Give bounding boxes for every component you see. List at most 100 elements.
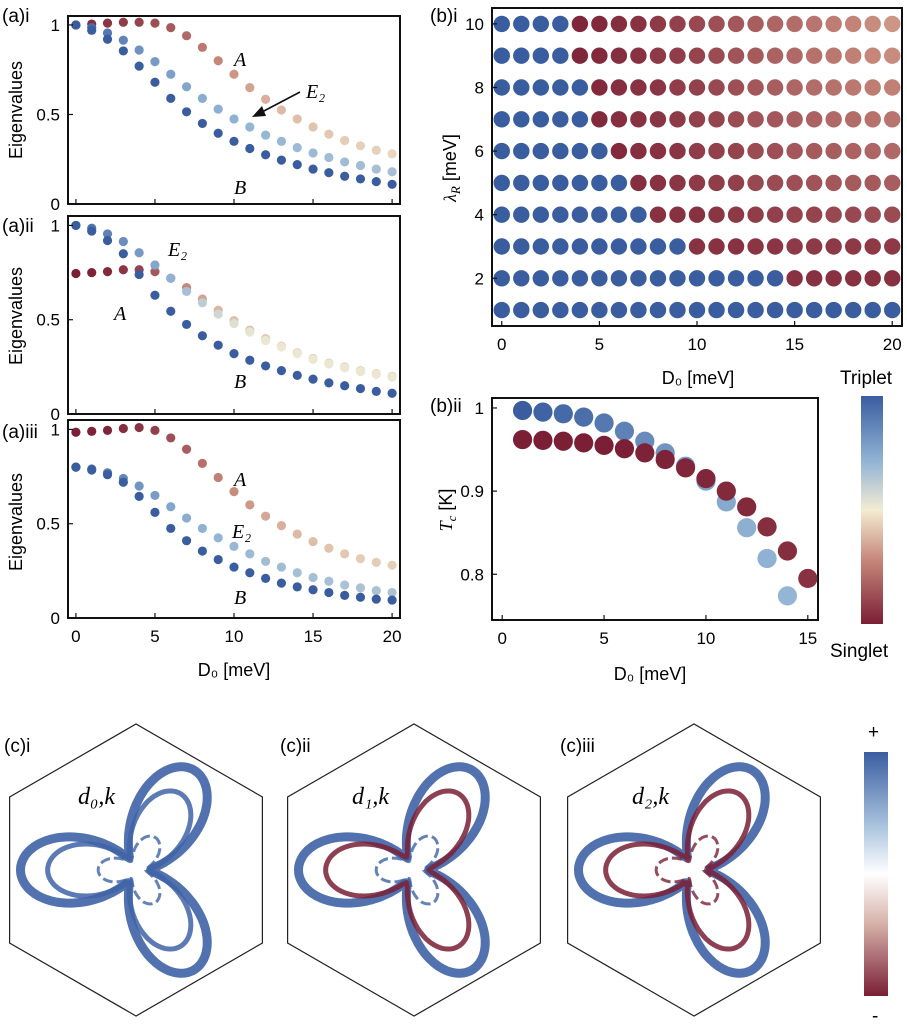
grid-point	[727, 174, 745, 192]
grid-point	[649, 270, 667, 287]
point-B	[87, 226, 97, 236]
panel-label-bi: (b)i	[430, 6, 457, 27]
y-tick-label: 1	[51, 216, 60, 235]
grid-point	[552, 301, 569, 319]
point-A	[166, 433, 176, 443]
plot-frame	[491, 397, 819, 621]
point-A	[324, 543, 334, 553]
point-E2	[102, 229, 113, 239]
point-E2	[166, 273, 176, 283]
grid-point	[864, 79, 881, 96]
fermi-surface-inner	[45, 788, 194, 952]
grid-point	[747, 15, 764, 33]
grid-point	[805, 206, 823, 223]
grid-point	[513, 206, 530, 223]
hexagon-ciii	[566, 723, 822, 1017]
x-tick-label: 5	[599, 629, 608, 648]
x-tick-label: 10	[696, 629, 715, 648]
grid-point	[708, 238, 725, 255]
grid-point	[552, 79, 569, 96]
ylabel-aii: Eigenvalues	[6, 267, 26, 365]
grid-point	[786, 142, 803, 160]
point-B	[87, 465, 97, 475]
point-A	[355, 554, 366, 564]
grid-point	[532, 206, 550, 223]
point-B	[261, 150, 271, 160]
point-E2	[387, 587, 397, 598]
tc-point-triplet	[614, 421, 635, 441]
grid-point	[669, 174, 686, 192]
point-A	[387, 149, 397, 159]
grid-point	[532, 15, 550, 33]
point-B	[118, 46, 128, 56]
point-E2	[340, 580, 350, 590]
annotation-A: A	[232, 469, 247, 491]
y-tick-label: 0	[51, 195, 60, 214]
grid-point	[571, 79, 589, 96]
grid-point	[669, 301, 686, 319]
grid-point	[786, 238, 803, 255]
grid-point	[747, 238, 764, 255]
point-E2	[181, 82, 192, 92]
grid-point	[766, 15, 784, 33]
annotation-B: B	[234, 587, 246, 609]
panel-label-aiii: (a)iii	[2, 422, 38, 443]
point-A	[166, 23, 176, 33]
point-B	[355, 174, 366, 184]
grid-point	[591, 142, 608, 160]
grid-point	[688, 174, 706, 192]
grid-point	[747, 301, 764, 319]
tc-point-singlet	[757, 517, 777, 537]
grid-point	[844, 206, 862, 223]
grid-point	[552, 142, 569, 160]
grid-point	[805, 238, 823, 255]
point-E2	[166, 69, 176, 79]
point-E2	[197, 298, 207, 308]
x-tick-label: 5	[150, 627, 159, 646]
point-B	[387, 179, 397, 189]
annotation-B: B	[234, 177, 246, 199]
grid-point	[669, 15, 686, 33]
point-B	[340, 171, 350, 181]
colorbar-label-singlet: Singlet	[830, 641, 889, 662]
grid-point	[747, 111, 764, 128]
y-tick-label: 2	[475, 269, 484, 288]
point-A	[292, 114, 302, 124]
point-B	[292, 582, 302, 592]
point-A	[150, 267, 160, 277]
grid-point	[571, 301, 589, 319]
point-E2	[308, 354, 318, 364]
point-B	[87, 25, 97, 35]
point-A	[229, 487, 239, 497]
point-E2	[308, 148, 318, 158]
fermi-surface-outer	[15, 762, 212, 978]
grid-point	[884, 47, 901, 64]
point-B	[229, 349, 239, 359]
grid-point	[747, 47, 764, 64]
point-B	[261, 361, 271, 371]
x-tick-label: 15	[798, 629, 817, 648]
point-E2	[292, 143, 302, 153]
grid-point	[864, 15, 881, 33]
point-E2	[197, 93, 207, 103]
point-E2	[355, 366, 366, 377]
fermi-surface-inner	[603, 788, 752, 952]
grid-point	[610, 79, 628, 96]
grid-point	[630, 111, 647, 128]
grid-point	[825, 47, 842, 64]
grid-point	[552, 206, 569, 223]
grid-point	[864, 47, 881, 64]
grid-point	[844, 142, 862, 160]
grid-point	[708, 270, 725, 287]
panel-bi: (b)i 0 5 10 15 20 2 4 6 8 10 λR [meV] D₀ [meV]	[430, 6, 903, 388]
point-A	[261, 94, 271, 104]
grid-point	[825, 79, 842, 96]
point-E2	[181, 513, 192, 523]
order-parameter-label: d₀,k	[78, 784, 115, 810]
grid-point	[805, 111, 823, 128]
point-B	[181, 107, 192, 117]
panel-aiii: (a)iii 0 5 10 15 20 0 0.5 1 Eigenvalues D₀ [meV…	[2, 419, 402, 680]
point-E2	[213, 104, 223, 114]
grid-point	[786, 301, 803, 319]
grid-point	[708, 206, 725, 223]
